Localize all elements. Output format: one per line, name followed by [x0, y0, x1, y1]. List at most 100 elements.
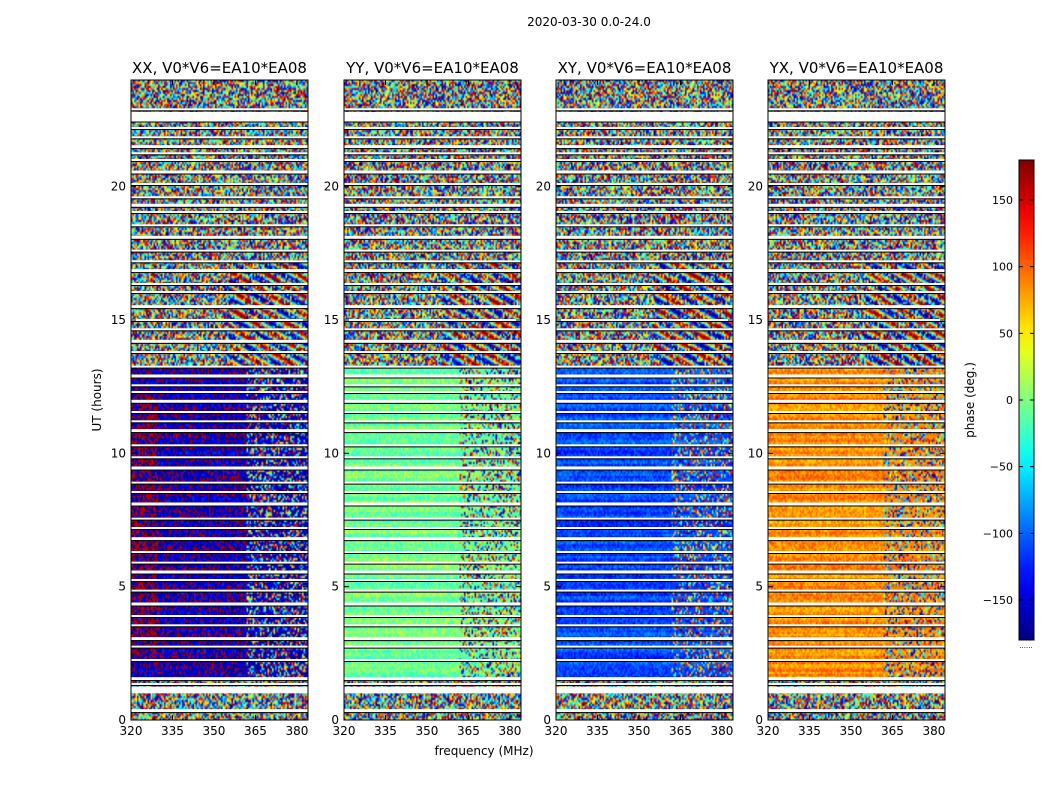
flagged-row [768, 159, 945, 161]
flagged-row [131, 365, 308, 368]
flagged-row [344, 260, 521, 263]
flagged-row [344, 391, 521, 393]
flagged-block [556, 686, 733, 694]
flagged-row [344, 305, 521, 309]
panel-title: XY, V0*V6=EA10*EA08 [558, 59, 732, 77]
flagged-row [768, 481, 945, 484]
x-tick-label: 380 [710, 724, 733, 738]
y-tick-label: 0 [543, 713, 551, 727]
flagged-row [556, 637, 733, 641]
flagged-row [768, 269, 945, 273]
flagged-row [344, 319, 521, 321]
flagged-row [131, 615, 308, 617]
flagged-row [556, 136, 733, 139]
flagged-row [344, 481, 521, 484]
flagged-row [344, 374, 521, 378]
flagged-row [131, 196, 308, 199]
flagged-row [131, 456, 308, 459]
flagged-row [556, 203, 733, 207]
panel-0: XX, V0*V6=EA10*EA08 320 335 350 365 380 0 5 10 15… [111, 59, 309, 738]
flagged-row [768, 260, 945, 263]
y-tick-label: 20 [111, 180, 126, 194]
y-tick-label: 15 [536, 313, 551, 327]
y-tick-label: 10 [324, 446, 339, 460]
flagged-row [768, 196, 945, 199]
flagged-row [344, 399, 521, 403]
flagged-row [768, 683, 945, 685]
flagged-row [768, 709, 945, 713]
flagged-row [131, 183, 308, 185]
flagged-row [344, 118, 521, 122]
colorbar-tick-label: 100 [992, 261, 1013, 274]
flagged-row [131, 170, 308, 174]
flagged-row [556, 152, 733, 155]
flagged-row [131, 551, 308, 553]
flagged-row [344, 249, 521, 252]
flagged-row [556, 159, 733, 161]
flagged-row [131, 305, 308, 309]
flagged-row [768, 527, 945, 529]
flagged-row [768, 291, 945, 293]
x-tick-label: 320 [757, 724, 780, 738]
flagged-row [768, 203, 945, 207]
flagged-row [131, 561, 308, 564]
y-tick-label: 0 [331, 713, 339, 727]
y-tick-label: 5 [331, 580, 339, 594]
flagged-row [768, 152, 945, 155]
panel-frame [130, 79, 309, 721]
flagged-row [556, 491, 733, 493]
flagged-row [768, 384, 945, 387]
flagged-row [131, 145, 308, 149]
flagged-row [344, 645, 521, 648]
flagged-row [556, 170, 733, 174]
y-axis-label: UT (hours) [90, 368, 104, 431]
colorbar-tick-label: 150 [992, 194, 1013, 207]
flagged-row [344, 624, 521, 627]
flagged-row [768, 444, 945, 447]
flagged-row [768, 118, 945, 122]
flagged-row [556, 249, 733, 252]
flagged-row [556, 466, 733, 470]
flagged-row [768, 211, 945, 213]
flagged-block [131, 686, 308, 694]
flagged-row [131, 399, 308, 403]
x-tick-label: 320 [333, 724, 356, 738]
flagged-block [768, 112, 945, 119]
flagged-row [556, 444, 733, 447]
flagged-row [768, 351, 945, 353]
flagged-row [556, 391, 733, 393]
flagged-row [556, 291, 733, 293]
flagged-row [768, 249, 945, 252]
flagged-row [131, 429, 308, 433]
flagged-row [556, 624, 733, 627]
flagged-row [344, 269, 521, 273]
x-tick-label: 320 [545, 724, 568, 738]
flagged-row [768, 429, 945, 433]
flagged-row [131, 235, 308, 239]
flagged-row [131, 291, 308, 293]
flagged-row [344, 196, 521, 199]
y-tick-label: 20 [324, 180, 339, 194]
flagged-row [556, 551, 733, 553]
flagged-row [131, 136, 308, 139]
flagged-row [131, 249, 308, 252]
x-tick-label: 380 [922, 724, 945, 738]
flagged-row [344, 235, 521, 239]
flagged-row [131, 127, 308, 129]
flagged-row [768, 517, 945, 520]
panel-title: XX, V0*V6=EA10*EA08 [132, 59, 307, 77]
flagged-row [344, 384, 521, 387]
flagged-row [768, 145, 945, 149]
flagged-row [768, 579, 945, 581]
flagged-row [131, 502, 308, 506]
flagged-row [556, 677, 733, 681]
flagged-row [344, 466, 521, 470]
flagged-row [556, 305, 733, 309]
flagged-row [344, 152, 521, 155]
flagged-block [344, 686, 521, 694]
flagged-row [131, 602, 308, 606]
y-tick-label: 0 [755, 713, 763, 727]
flagged-row [768, 551, 945, 553]
flagged-row [768, 183, 945, 185]
flagged-row [556, 527, 733, 529]
